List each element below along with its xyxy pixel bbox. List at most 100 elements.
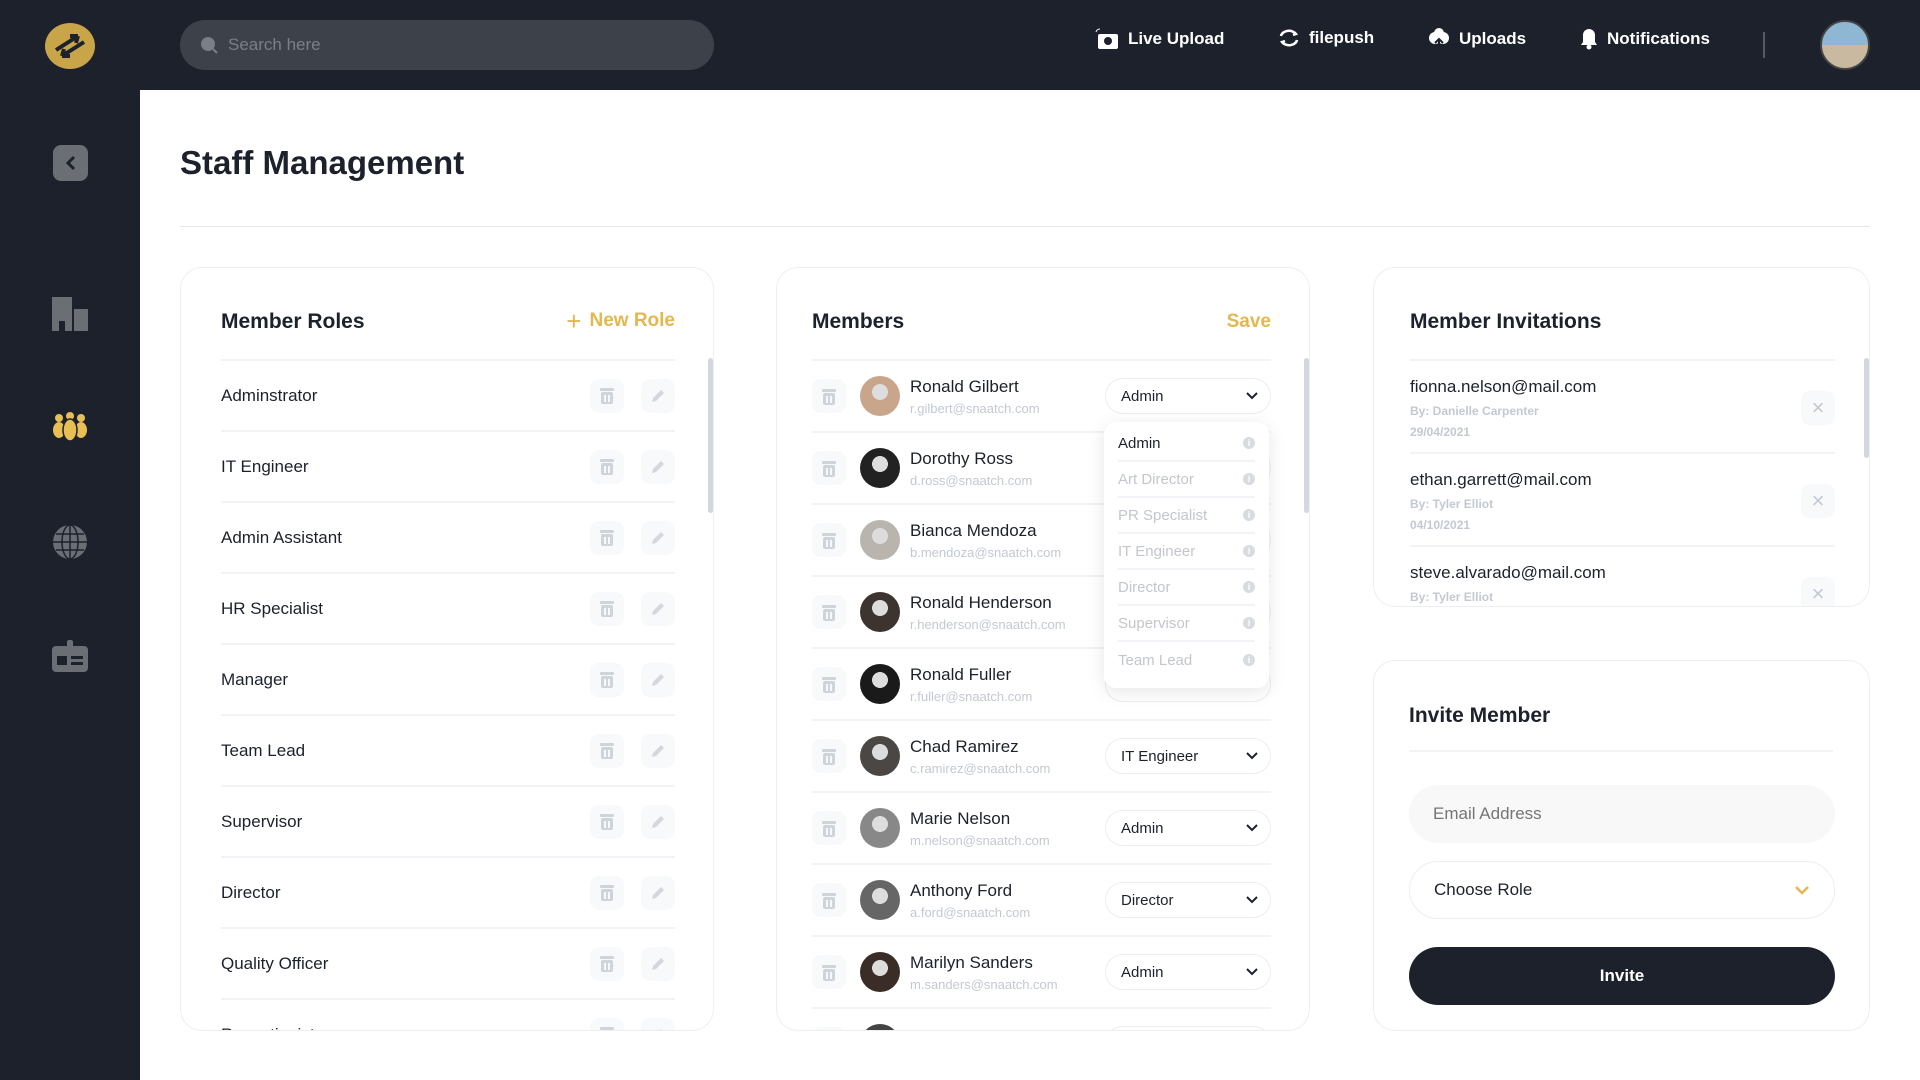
- email-field[interactable]: [1409, 785, 1835, 843]
- role-select-value: IT Engineer: [1121, 747, 1199, 765]
- role-select[interactable]: IT Engineer: [1105, 738, 1271, 774]
- member-row: Anthony Ford a.ford@snaatch.com Director: [812, 865, 1271, 937]
- delete-member-button[interactable]: [812, 667, 846, 701]
- delete-member-button[interactable]: [812, 883, 846, 917]
- member-name: Marilyn Sanders: [910, 952, 1033, 972]
- choose-role-select[interactable]: Choose Role: [1409, 861, 1835, 919]
- trash-icon: [822, 748, 836, 765]
- nav-notifications[interactable]: Notifications: [1580, 28, 1710, 50]
- role-select[interactable]: Admin: [1105, 378, 1271, 414]
- delete-role-button[interactable]: [590, 733, 624, 768]
- search-bar[interactable]: [180, 20, 714, 70]
- nav-uploads[interactable]: Uploads: [1428, 28, 1526, 50]
- trash-icon: [600, 459, 614, 475]
- revoke-invitation-button[interactable]: ×: [1801, 391, 1835, 425]
- email-input[interactable]: [1433, 804, 1811, 824]
- edit-role-button[interactable]: [641, 662, 675, 697]
- edit-role-button[interactable]: [641, 449, 675, 484]
- nav-label: filepush: [1309, 28, 1375, 47]
- role-row: IT Engineer: [221, 432, 675, 503]
- delete-member-button[interactable]: [812, 739, 846, 773]
- camera-icon: [1095, 28, 1118, 49]
- new-role-button[interactable]: + New Role: [566, 308, 675, 334]
- delete-member-button[interactable]: [812, 451, 846, 485]
- delete-role-button[interactable]: [590, 875, 624, 910]
- edit-role-button[interactable]: [641, 804, 675, 839]
- member-email: m.sanders@snaatch.com: [910, 976, 1058, 992]
- dropdown-option[interactable]: PR Specialist i: [1118, 498, 1255, 534]
- new-role-label: New Role: [589, 310, 675, 331]
- sidebar-item-team[interactable]: [50, 407, 90, 447]
- role-select[interactable]: Admin: [1105, 954, 1271, 990]
- info-icon[interactable]: i: [1243, 617, 1255, 629]
- trash-icon: [600, 672, 614, 688]
- edit-role-button[interactable]: [641, 591, 675, 626]
- logo-icon[interactable]: [44, 20, 96, 72]
- info-icon[interactable]: i: [1243, 509, 1255, 521]
- sidebar-item-buildings[interactable]: [50, 294, 90, 334]
- delete-role-button[interactable]: [590, 520, 624, 555]
- chevron-down-icon: [1246, 896, 1258, 904]
- dropdown-option[interactable]: IT Engineer i: [1118, 534, 1255, 570]
- trash-icon: [600, 601, 614, 617]
- chevron-down-icon: [1795, 886, 1809, 895]
- pencil-icon: [652, 744, 664, 757]
- dropdown-option[interactable]: Team Lead i: [1118, 642, 1255, 678]
- user-avatar[interactable]: [1820, 20, 1870, 70]
- delete-member-button[interactable]: [812, 811, 846, 845]
- edit-role-button[interactable]: [641, 378, 675, 413]
- delete-role-button[interactable]: [590, 449, 624, 484]
- option-label: Admin: [1118, 434, 1161, 452]
- role-select[interactable]: Admin: [1105, 810, 1271, 846]
- delete-member-button[interactable]: [812, 595, 846, 629]
- nav-live-upload[interactable]: Live Upload: [1095, 28, 1224, 50]
- delete-member-button[interactable]: [812, 955, 846, 989]
- delete-member-button[interactable]: [812, 379, 846, 413]
- delete-role-button[interactable]: [590, 1017, 624, 1030]
- nav-filepush[interactable]: filepush: [1278, 28, 1374, 48]
- edit-role-button[interactable]: [641, 733, 675, 768]
- save-button[interactable]: Save: [1226, 311, 1271, 332]
- member-email: d.ross@snaatch.com: [910, 472, 1033, 488]
- trash-icon: [822, 388, 836, 405]
- scrollbar[interactable]: [1304, 358, 1309, 513]
- revoke-invitation-button[interactable]: ×: [1801, 577, 1835, 606]
- dropdown-option[interactable]: Art Director i: [1118, 462, 1255, 498]
- trash-icon: [822, 604, 836, 621]
- dropdown-option[interactable]: Supervisor i: [1118, 606, 1255, 642]
- info-icon[interactable]: i: [1243, 581, 1255, 593]
- scrollbar[interactable]: [1864, 358, 1869, 458]
- delete-role-button[interactable]: [590, 946, 624, 981]
- search-input[interactable]: [228, 35, 688, 55]
- sidebar-item-id-card[interactable]: [50, 636, 90, 676]
- delete-role-button[interactable]: [590, 378, 624, 413]
- avatar: [860, 376, 900, 416]
- info-icon[interactable]: i: [1243, 545, 1255, 557]
- role-select[interactable]: [1105, 1026, 1271, 1030]
- invite-button[interactable]: Invite: [1409, 947, 1835, 1005]
- delete-role-button[interactable]: [590, 662, 624, 697]
- edit-role-button[interactable]: [641, 520, 675, 555]
- trash-icon: [600, 956, 614, 972]
- sidebar-item-globe[interactable]: [50, 522, 90, 562]
- role-select[interactable]: Director: [1105, 882, 1271, 918]
- edit-role-button[interactable]: [641, 1017, 675, 1030]
- info-icon[interactable]: i: [1243, 437, 1255, 449]
- chevron-down-icon: [1246, 392, 1258, 400]
- delete-member-button[interactable]: [812, 523, 846, 557]
- delete-role-button[interactable]: [590, 591, 624, 626]
- info-icon[interactable]: i: [1243, 473, 1255, 485]
- divider: [221, 359, 675, 361]
- member-name: Bianca Mendoza: [910, 520, 1037, 540]
- edit-role-button[interactable]: [641, 875, 675, 910]
- collapse-sidebar-button[interactable]: [53, 145, 88, 181]
- info-icon[interactable]: i: [1243, 654, 1255, 666]
- dropdown-option[interactable]: Director i: [1118, 570, 1255, 606]
- dropdown-option[interactable]: Admin i: [1118, 426, 1255, 462]
- revoke-invitation-button[interactable]: ×: [1801, 484, 1835, 518]
- delete-role-button[interactable]: [590, 804, 624, 839]
- scrollbar[interactable]: [708, 358, 713, 513]
- invitation-email: fionna.nelson@mail.com: [1410, 377, 1597, 396]
- delete-member-button[interactable]: [812, 1027, 846, 1030]
- edit-role-button[interactable]: [641, 946, 675, 981]
